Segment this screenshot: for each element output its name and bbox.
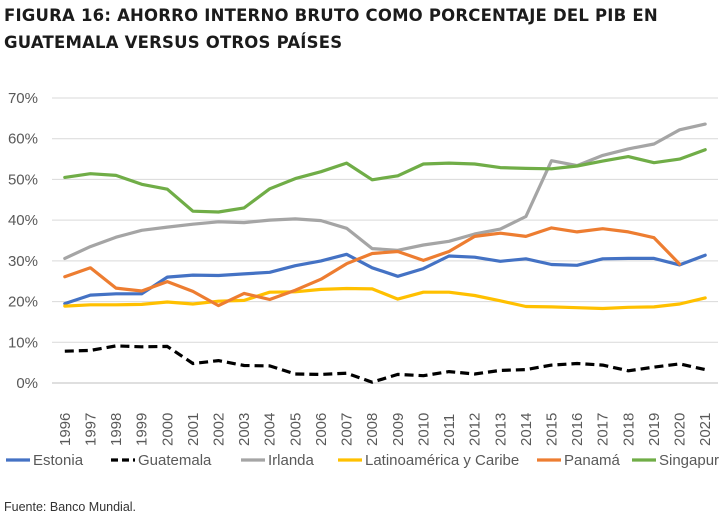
x-tick-label: 2012 — [467, 413, 484, 446]
series-line-guatemala — [64, 344, 706, 384]
legend-label: Panamá — [564, 452, 621, 469]
y-tick-label: 50% — [8, 171, 38, 188]
x-tick-label: 2002 — [211, 413, 228, 446]
y-tick-label: 30% — [8, 253, 38, 270]
x-tick-label: 2007 — [339, 413, 356, 446]
x-tick-label: 2015 — [544, 413, 561, 446]
x-tick-label: 1998 — [108, 413, 125, 446]
legend: Estonia Guatemala Irlanda Latinoamérica y C… — [6, 452, 719, 469]
y-tick-label: 0% — [16, 375, 38, 392]
series-lines — [63, 122, 707, 384]
y-tick-label: 70% — [8, 90, 38, 107]
y-tick-label: 20% — [8, 294, 38, 311]
x-tick-label: 2017 — [595, 413, 612, 446]
y-tick-label: 10% — [8, 334, 38, 351]
x-tick-label: 1996 — [57, 413, 74, 446]
source-note: Fuente: Banco Mundial. — [4, 500, 137, 514]
x-tick-label: 2016 — [569, 413, 586, 446]
y-axis-tick-labels: 0% 10% 20% 30% 40% 50% 60% 70% — [8, 90, 38, 392]
x-tick-label: 2010 — [415, 413, 432, 446]
y-tick-label: 40% — [8, 212, 38, 229]
x-tick-label: 1997 — [82, 413, 99, 446]
legend-label: Latinoamérica y Caribe — [365, 452, 519, 469]
legend-label: Singapur — [659, 452, 719, 469]
series-line-latinoamerica-y-caribe — [63, 286, 707, 311]
x-tick-label: 1999 — [134, 413, 151, 446]
series-line-singapur — [63, 148, 707, 214]
x-axis-tick-labels: 1996 1997 1998 1999 2000 2001 2002 2003 2004 2005… — [57, 413, 714, 446]
legend-label: Guatemala — [138, 452, 212, 469]
x-tick-label: 2008 — [364, 413, 381, 446]
gridlines — [52, 97, 718, 343]
legend-label: Irlanda — [268, 452, 315, 469]
x-tick-label: 2011 — [441, 414, 458, 446]
x-tick-label: 2003 — [236, 413, 253, 446]
x-tick-label: 2014 — [518, 413, 535, 446]
chart-title: FIGURA 16: AHORRO INTERNO BRUTO COMO POR… — [4, 6, 658, 52]
x-tick-label: 2009 — [390, 413, 407, 446]
x-tick-label: 2018 — [620, 413, 637, 446]
x-tick-label: 2013 — [492, 413, 509, 446]
series-line-irlanda — [63, 122, 707, 260]
x-tick-label: 2021 — [697, 413, 714, 446]
legend-label: Estonia — [33, 452, 84, 469]
x-tick-label: 2001 — [185, 413, 202, 446]
y-tick-label: 60% — [8, 131, 38, 148]
series-line-panama — [63, 226, 682, 308]
x-tick-label: 2000 — [159, 413, 176, 446]
x-tick-label: 2006 — [313, 413, 330, 446]
series-line-estonia — [63, 252, 707, 306]
x-tick-label: 2004 — [262, 413, 279, 446]
x-tick-label: 2019 — [646, 413, 663, 446]
x-tick-label: 2005 — [287, 413, 304, 446]
x-tick-label: 2020 — [672, 413, 689, 446]
